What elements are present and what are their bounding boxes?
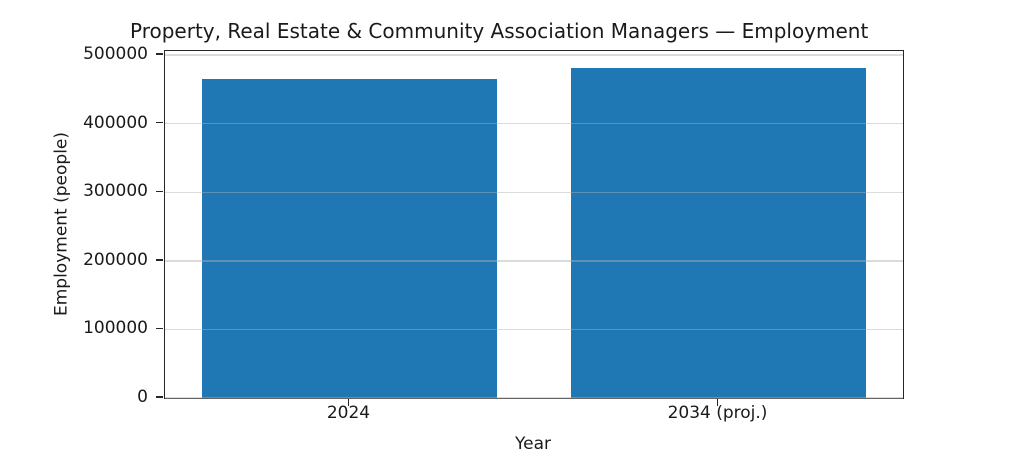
plot-area xyxy=(164,50,904,399)
gridline-0 xyxy=(165,397,903,399)
x-tick-mark-2024 xyxy=(347,398,350,406)
x-tick-label-2024: 2024 xyxy=(326,403,371,423)
y-tick-mark-200000 xyxy=(156,259,163,261)
y-axis-label: Employment (people) xyxy=(51,131,72,317)
chart-title: Property, Real Estate & Community Associ… xyxy=(130,19,869,43)
x-tick-mark-2034 (proj.) xyxy=(716,398,719,406)
y-tick-label-200000: 200000 xyxy=(83,249,148,270)
y-tick-label-0: 0 xyxy=(137,387,148,407)
gridline-500000 xyxy=(165,54,903,56)
gridline-200000 xyxy=(165,260,903,262)
x-tick-label-2034 (proj.): 2034 (proj.) xyxy=(667,403,768,423)
bar-2024 xyxy=(201,78,498,398)
gridline-400000 xyxy=(165,123,903,125)
y-tick-label-400000: 400000 xyxy=(83,112,148,133)
y-tick-label-300000: 300000 xyxy=(83,181,148,202)
gridline-100000 xyxy=(165,328,903,331)
gridline-300000 xyxy=(165,191,903,193)
y-tick-mark-0 xyxy=(156,396,163,398)
y-tick-mark-500000 xyxy=(156,53,163,55)
x-axis-label: Year xyxy=(515,434,551,454)
y-tick-label-100000: 100000 xyxy=(83,318,148,339)
y-tick-label-500000: 500000 xyxy=(83,44,148,65)
y-tick-mark-300000 xyxy=(156,190,163,193)
bar-2034 (proj.) xyxy=(570,67,867,398)
y-tick-mark-100000 xyxy=(156,327,163,330)
y-tick-mark-400000 xyxy=(156,121,163,124)
